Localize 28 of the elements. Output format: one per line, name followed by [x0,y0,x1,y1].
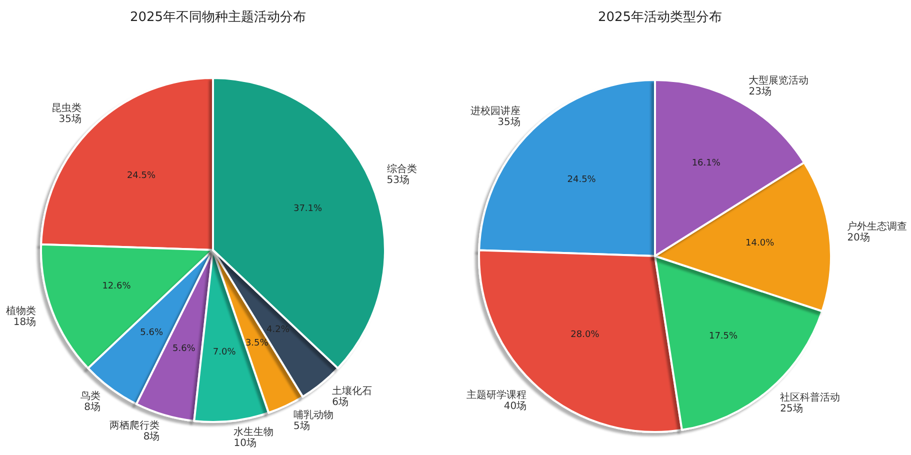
slice-label: 土壤化石 6场 [332,384,372,408]
slice-label: 鸟类 8场 [80,390,100,414]
data-label: 5.6% [140,328,164,338]
slice-label: 大型展览活动 23场 [748,74,809,98]
slice-label: 两栖爬行类 8场 [110,420,160,443]
data-label: 16.1% [692,158,721,169]
slice-label: 哺乳动物 5场 [293,409,334,432]
data-label: 24.5% [567,175,596,186]
slice-label: 进校园讲座 35场 [470,104,520,128]
slice-label: 植物类 18场 [6,305,36,328]
data-label: 17.5% [708,332,738,342]
data-label: 4.2% [266,325,290,336]
data-label: 14.0% [746,238,775,248]
slice-label: 主题研学课程 40场 [466,388,527,412]
data-label: 28.0% [570,330,600,340]
chart-title: 2025年活动类型分布 [598,10,722,25]
data-label: 37.1% [293,204,323,214]
data-label: 3.5% [245,338,269,348]
chart-title: 2025年不同物种主题活动分布 [130,9,306,25]
data-label: 12.6% [102,282,132,292]
slice-label: 综合类 53场 [386,163,417,186]
slice-label: 水生生物 10场 [234,426,274,450]
data-label: 7.0% [212,348,236,358]
data-label: 24.5% [126,170,156,181]
slice-label: 户外生态调查 20场 [847,220,908,244]
data-label: 5.6% [172,344,196,354]
slice-label: 昆虫类 35场 [51,102,82,126]
slice-label: 社区科普活动 25场 [780,392,840,415]
